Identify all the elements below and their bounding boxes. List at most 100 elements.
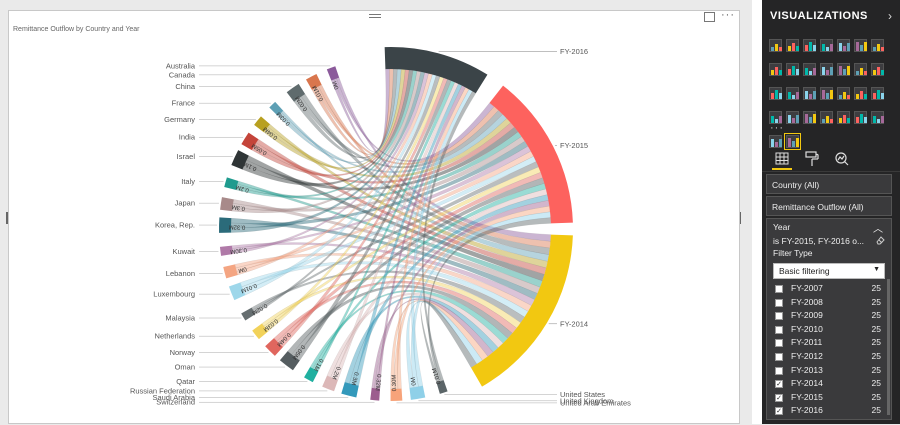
focus-mode-icon[interactable]: [704, 12, 715, 22]
year-arc-fy-2014[interactable]: [471, 234, 573, 387]
year-option-fy-2013[interactable]: FY-2013 25: [773, 365, 889, 377]
country-arc[interactable]: [286, 83, 306, 102]
clustered-bar-visual-icon[interactable]: [802, 38, 817, 53]
ribbon[interactable]: [232, 136, 526, 212]
ribbon[interactable]: [231, 70, 422, 214]
country-arc[interactable]: [241, 132, 259, 151]
multi-row-card-visual-icon[interactable]: [785, 110, 800, 125]
chord-chart-visual[interactable]: ··· Remittance Outflow by Country and Ye…: [8, 9, 740, 424]
ribbon[interactable]: [301, 93, 551, 255]
fields-tab-icon[interactable]: [772, 150, 792, 170]
country-arc[interactable]: [231, 150, 249, 170]
ribbon[interactable]: [397, 87, 470, 390]
100-bar-visual-icon[interactable]: [836, 38, 851, 53]
country-arc[interactable]: [322, 375, 339, 392]
ribbon[interactable]: [411, 89, 473, 387]
line-visual-icon[interactable]: [870, 38, 885, 53]
funnel-visual-icon[interactable]: [853, 86, 868, 101]
year-option-fy-2010[interactable]: FY-2010 25: [773, 324, 889, 336]
ribbon[interactable]: [246, 155, 545, 282]
ribbon[interactable]: [291, 177, 545, 358]
area-visual-icon[interactable]: [768, 62, 783, 77]
ribbon[interactable]: [235, 70, 418, 198]
year-checkbox[interactable]: [775, 353, 783, 361]
clustered-column-visual-icon[interactable]: [819, 38, 834, 53]
country-arc[interactable]: [409, 385, 426, 400]
country-arc[interactable]: [304, 367, 319, 383]
ribbon[interactable]: [311, 68, 394, 155]
ribbon[interactable]: [331, 68, 390, 153]
table-visual-icon[interactable]: [836, 110, 851, 125]
country-arc[interactable]: [254, 116, 271, 133]
year-option-fy-2012[interactable]: FY-2012 25: [773, 351, 889, 363]
country-arc[interactable]: [265, 338, 283, 356]
filter-remittance-outflow[interactable]: Remittance Outflow (All): [766, 196, 892, 216]
country-arc[interactable]: [218, 217, 232, 233]
year-checkbox[interactable]: ✓: [775, 393, 783, 402]
stacked-column-visual-icon[interactable]: [785, 38, 800, 53]
year-option-fy-2011[interactable]: FY-2011 25: [773, 337, 889, 349]
card-visual-icon[interactable]: [768, 110, 783, 125]
treemap-visual-icon[interactable]: [802, 86, 817, 101]
ribbon[interactable]: [241, 156, 537, 292]
slicer-visual-icon[interactable]: [819, 110, 834, 125]
year-arc-fy-2015[interactable]: [489, 85, 573, 224]
scatter-visual-icon[interactable]: [870, 62, 885, 77]
year-checkbox[interactable]: [775, 312, 783, 321]
year-checkbox[interactable]: ✓: [775, 407, 783, 416]
filled-map-visual-icon[interactable]: [836, 86, 851, 101]
country-arc[interactable]: [341, 382, 359, 398]
ribbon[interactable]: [281, 110, 550, 262]
more-options-icon[interactable]: ···: [721, 9, 735, 21]
analytics-magnifier-icon[interactable]: [832, 150, 852, 170]
collapse-chevron-icon[interactable]: ›: [888, 9, 892, 23]
year-option-fy-2014[interactable]: ✓ FY-2014 25: [773, 378, 889, 390]
gauge-visual-icon[interactable]: [870, 86, 885, 101]
country-arc[interactable]: [241, 307, 256, 321]
country-arc[interactable]: [305, 73, 322, 90]
matrix-visual-icon[interactable]: [853, 110, 868, 125]
ribbon[interactable]: [232, 145, 532, 252]
waterfall-visual-icon[interactable]: [853, 62, 868, 77]
ribbon-visual-icon[interactable]: [836, 62, 851, 77]
country-arc[interactable]: [220, 197, 234, 212]
year-option-fy-2007[interactable]: FY-2007 25: [773, 283, 889, 295]
line-column-visual-icon[interactable]: [802, 62, 817, 77]
filter-type-dropdown[interactable]: Basic filtering ▼: [773, 263, 885, 279]
donut-visual-icon[interactable]: [785, 86, 800, 101]
resize-handle-left[interactable]: [6, 212, 9, 224]
year-option-fy-2015[interactable]: ✓ FY-2015 25: [773, 392, 889, 404]
country-arc[interactable]: [223, 264, 238, 279]
country-arc[interactable]: [224, 177, 239, 190]
year-option-fy-2008[interactable]: FY-2008 25: [773, 297, 889, 309]
year-checkbox[interactable]: [775, 325, 783, 334]
ribbon[interactable]: [297, 96, 503, 169]
year-checkbox[interactable]: ✓: [775, 380, 783, 389]
year-arc-fy-2016[interactable]: [384, 47, 488, 94]
year-checkbox[interactable]: [775, 339, 783, 348]
country-arc[interactable]: [269, 101, 284, 116]
year-checkbox[interactable]: [775, 298, 783, 307]
format-paint-roller-icon[interactable]: [802, 150, 822, 170]
year-option-fy-2016[interactable]: ✓ FY-2016 25: [773, 405, 889, 417]
stacked-bar-visual-icon[interactable]: [768, 38, 783, 53]
country-arc[interactable]: [279, 351, 300, 371]
eraser-clear-icon[interactable]: [875, 235, 885, 245]
stacked-area-visual-icon[interactable]: [785, 62, 800, 77]
country-arc[interactable]: [326, 66, 340, 81]
pie-visual-icon[interactable]: [768, 86, 783, 101]
year-checkbox[interactable]: [775, 285, 783, 293]
more-visuals-icon[interactable]: ···: [770, 122, 784, 134]
chord-visual-icon[interactable]: [784, 133, 801, 150]
ribbon[interactable]: [371, 298, 494, 389]
ribbon[interactable]: [277, 68, 402, 163]
country-arc[interactable]: [436, 380, 448, 394]
filter-country[interactable]: Country (All): [766, 174, 892, 194]
map-visual-icon[interactable]: [819, 86, 834, 101]
country-arc[interactable]: [228, 282, 246, 301]
100-column-visual-icon[interactable]: [853, 38, 868, 53]
ribbon[interactable]: [279, 77, 448, 348]
country-arc[interactable]: [219, 245, 233, 256]
drag-handle-icon[interactable]: [369, 12, 381, 20]
r-script-visual-icon[interactable]: [870, 110, 885, 125]
